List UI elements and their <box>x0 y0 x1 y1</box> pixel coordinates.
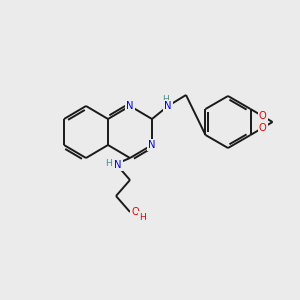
Text: N: N <box>114 160 122 170</box>
Text: N: N <box>148 140 156 150</box>
Text: N: N <box>164 101 172 111</box>
Text: N: N <box>126 101 134 111</box>
Text: H: H <box>106 160 112 169</box>
Text: O: O <box>259 123 266 133</box>
Text: H: H <box>140 212 146 221</box>
Text: O: O <box>131 207 139 217</box>
Text: O: O <box>259 111 266 121</box>
Text: H: H <box>163 94 170 103</box>
